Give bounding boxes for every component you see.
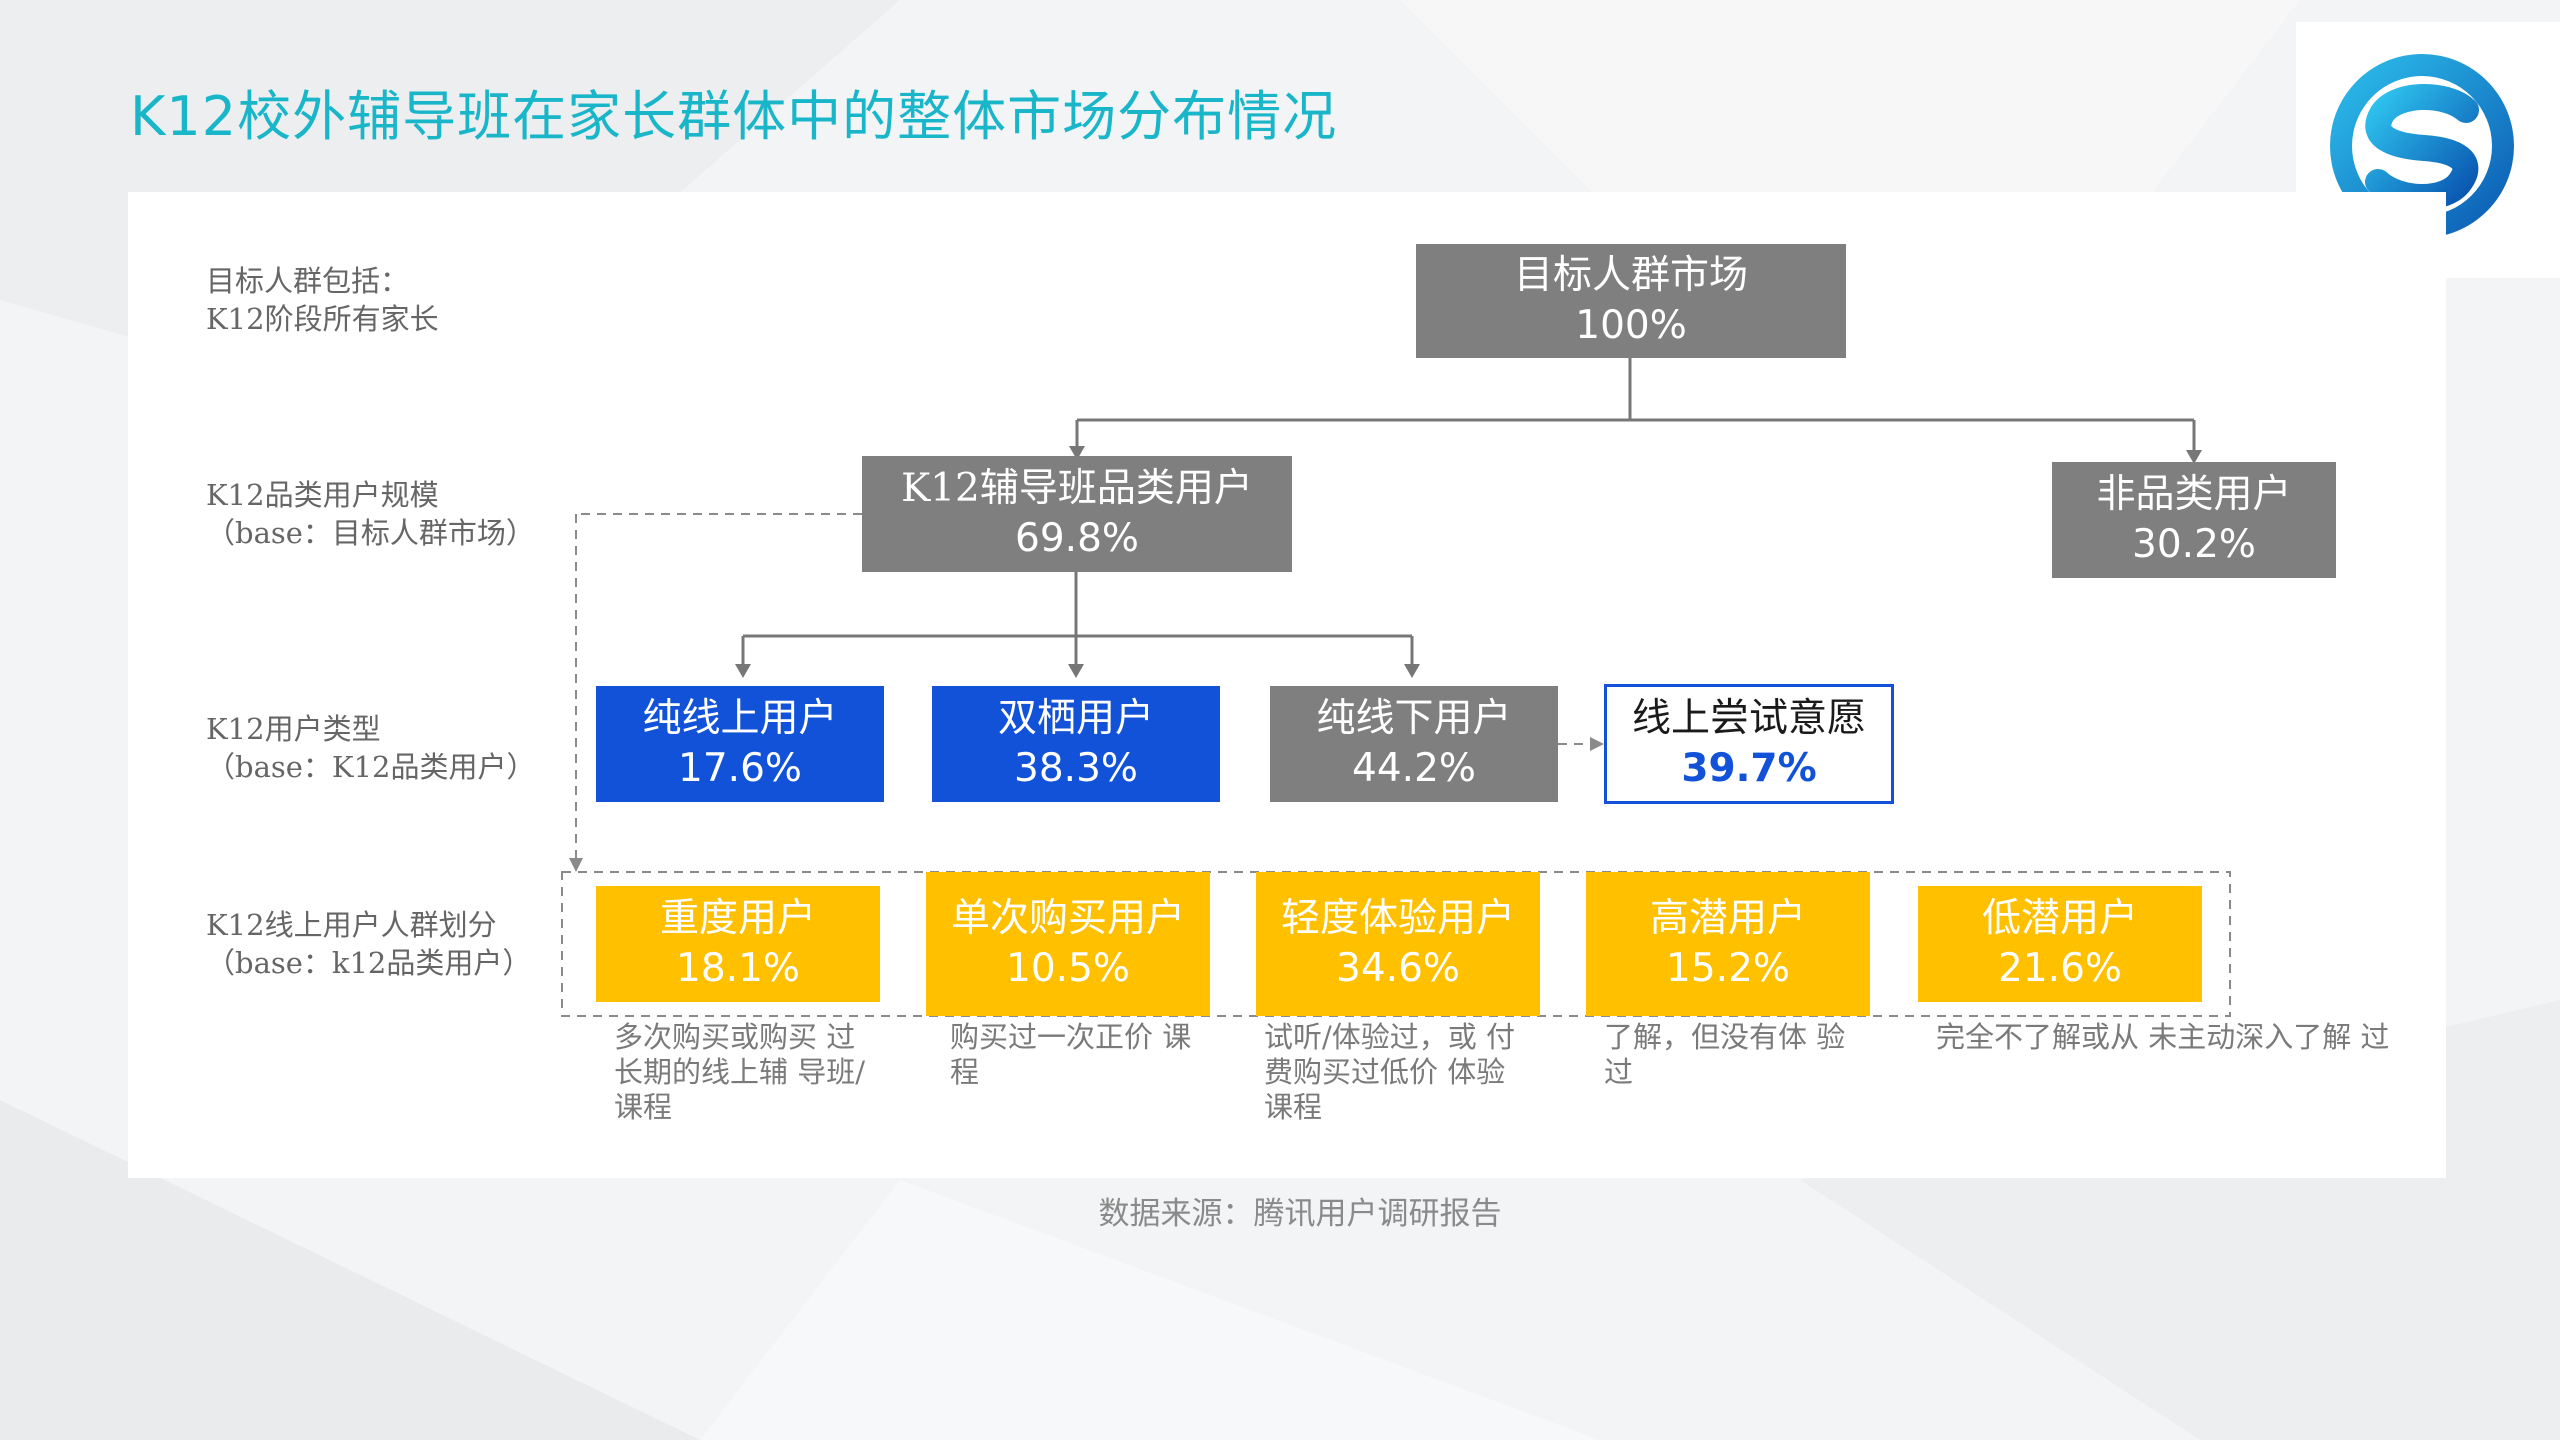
- desc-high-potential-users: 了解，但没有体 验过: [1604, 1020, 1846, 1089]
- node-online-trial-intent: 线上尝试意愿 39.7%: [1604, 684, 1894, 804]
- page-title: K12校外辅导班在家长群体中的整体市场分布情况: [130, 85, 1338, 148]
- data-source-note: 数据来源：腾讯用户调研报告: [1098, 1196, 1502, 1232]
- desc-low-potential-users: 完全不了解或从 未主动深入了解 过: [1936, 1020, 2390, 1054]
- node-non-category-users: 非品类用户 30.2%: [2052, 462, 2336, 578]
- row-label-user-type: K12用户类型 （base：K12品类用户）: [206, 712, 536, 784]
- node-k12-category-users: K12辅导班品类用户 69.8%: [862, 456, 1292, 572]
- node-high-potential-users: 高潜用户 15.2%: [1586, 872, 1870, 1016]
- node-hybrid-users: 双栖用户 38.3%: [932, 686, 1220, 802]
- row-label-online-segment: K12线上用户人群划分 （base：k12品类用户）: [206, 908, 532, 980]
- node-light-trial-users: 轻度体验用户 34.6%: [1256, 872, 1540, 1016]
- desc-heavy-users: 多次购买或购买 过长期的线上辅 导班/课程: [614, 1020, 865, 1124]
- node-heavy-users: 重度用户 18.1%: [596, 886, 880, 1002]
- node-low-potential-users: 低潜用户 21.6%: [1918, 886, 2202, 1002]
- node-single-purchase-users: 单次购买用户 10.5%: [926, 872, 1210, 1016]
- row-label-category-scale: K12品类用户规模 （base：目标人群市场）: [206, 478, 535, 550]
- row-label-target-population: 目标人群包括： K12阶段所有家长: [206, 264, 439, 336]
- node-offline-only-users: 纯线下用户 44.2%: [1270, 686, 1558, 802]
- node-target-market: 目标人群市场 100%: [1416, 244, 1846, 358]
- node-online-only-users: 纯线上用户 17.6%: [596, 686, 884, 802]
- desc-single-purchase-users: 购买过一次正价 课程: [950, 1020, 1192, 1089]
- desc-light-trial-users: 试听/体验过，或 付费购买过低价 体验 课程: [1264, 1020, 1515, 1124]
